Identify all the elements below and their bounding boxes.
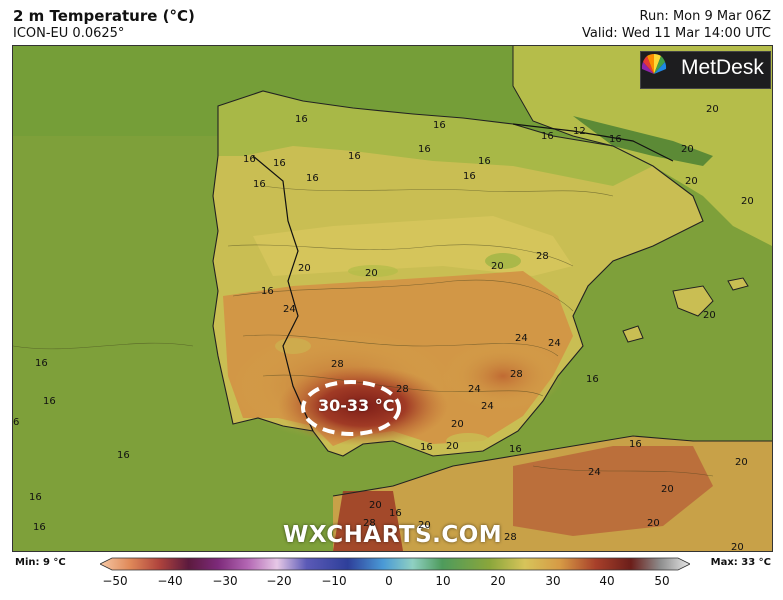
colorbar-tick: 20 — [490, 574, 506, 588]
contour-label: 28 — [363, 518, 376, 529]
contour-label: 16 — [348, 151, 361, 162]
contour-label: 28 — [536, 251, 549, 262]
contour-label: 28 — [396, 384, 409, 395]
contour-label: 24 — [468, 384, 481, 395]
temperature-colorbar — [100, 557, 690, 571]
contour-label: 16 — [609, 134, 622, 145]
contour-label: 24 — [481, 401, 494, 412]
contour-label: 20 — [365, 268, 378, 279]
colorbar-tick: 40 — [599, 574, 615, 588]
contour-label: 28 — [331, 359, 344, 370]
contour-label: 16 — [253, 179, 266, 190]
colorbar-tick: −50 — [102, 574, 128, 588]
contour-label: 20 — [647, 518, 660, 529]
contour-label: 16 — [389, 508, 402, 519]
contour-label: 16 — [261, 286, 274, 297]
contour-label: 20 — [706, 104, 719, 115]
contour-label: 16 — [29, 492, 42, 503]
legend-max-label: Max: 33 °C — [710, 557, 771, 568]
contour-label: 16 — [306, 173, 319, 184]
colorbar-tick: −30 — [212, 574, 238, 588]
contour-label: 20 — [491, 261, 504, 272]
legend-min-label: Min: 9 °C — [15, 557, 66, 568]
contour-label: 20 — [661, 484, 674, 495]
contour-label: 16 — [117, 450, 130, 461]
colorbar-tick: −20 — [266, 574, 292, 588]
contour-label: 16 — [433, 120, 446, 131]
metdesk-fan-icon — [641, 54, 667, 74]
metdesk-logo: MetDesk — [640, 51, 771, 89]
contour-label: 16 — [418, 144, 431, 155]
contour-label: 16 — [478, 156, 491, 167]
mallorca-land — [673, 286, 713, 316]
contour-label: 20 — [451, 419, 464, 430]
colorbar-tick: 0 — [385, 574, 393, 588]
contour-label: 16 — [273, 158, 286, 169]
temperature-map: MetDesk 30-33 °C WXCHARTS.COM 16 16 16 1… — [12, 45, 773, 552]
contour-label: 16 — [243, 154, 256, 165]
chart-title: 2 m Temperature (°C) — [13, 7, 195, 25]
contour-label: 16 — [420, 442, 433, 453]
portugal-border — [252, 155, 314, 432]
contour-label: 16 — [463, 171, 476, 182]
contour-label: 20 — [418, 520, 431, 531]
contour-label: 24 — [283, 304, 296, 315]
contour-label: 16 — [35, 358, 48, 369]
map-canvas — [13, 46, 772, 551]
run-label: Run: Mon 9 Mar 06Z — [639, 9, 772, 24]
contour-label: 20 — [298, 263, 311, 274]
contour-label: 28 — [510, 369, 523, 380]
ibiza-land — [623, 326, 643, 342]
contour-label: 12 — [573, 126, 586, 137]
contour-label: 6 — [13, 417, 20, 428]
contour-label: 20 — [681, 144, 694, 155]
hotspot-callout-label: 30-33 °C — [318, 396, 395, 415]
contour-label: 24 — [515, 333, 528, 344]
colorbar-tick: −40 — [157, 574, 183, 588]
contour-label: 20 — [735, 457, 748, 468]
colorbar-tick: 50 — [654, 574, 670, 588]
france-border — [512, 123, 674, 162]
hotspot-callout-ellipse — [301, 380, 401, 436]
metdesk-logo-text: MetDesk — [681, 56, 764, 79]
contour-label: 20 — [741, 196, 754, 207]
contour-label: 16 — [629, 439, 642, 450]
contour-label: 16 — [509, 444, 522, 455]
contour-label: 16 — [541, 131, 554, 142]
colorbar-tick: 10 — [435, 574, 451, 588]
contour-label: 24 — [548, 338, 561, 349]
contour-label: 16 — [586, 374, 599, 385]
contour-label: 24 — [588, 467, 601, 478]
colorbar-tick: −10 — [321, 574, 347, 588]
colorbar-tick: 30 — [545, 574, 561, 588]
contour-label: 20 — [685, 176, 698, 187]
contour-label: 16 — [33, 522, 46, 533]
contour-label: 20 — [446, 441, 459, 452]
contour-label: 20 — [369, 500, 382, 511]
valid-time-label: Valid: Wed 11 Mar 14:00 UTC — [581, 26, 771, 41]
model-label: ICON-EU 0.0625° — [13, 26, 125, 41]
wxcharts-watermark: WXCHARTS.COM — [283, 522, 503, 548]
contour-label: 16 — [295, 114, 308, 125]
contour-label: 20 — [703, 310, 716, 321]
contour-label: 28 — [504, 532, 517, 543]
contour-label: 20 — [731, 542, 744, 552]
contour-label: 16 — [43, 396, 56, 407]
